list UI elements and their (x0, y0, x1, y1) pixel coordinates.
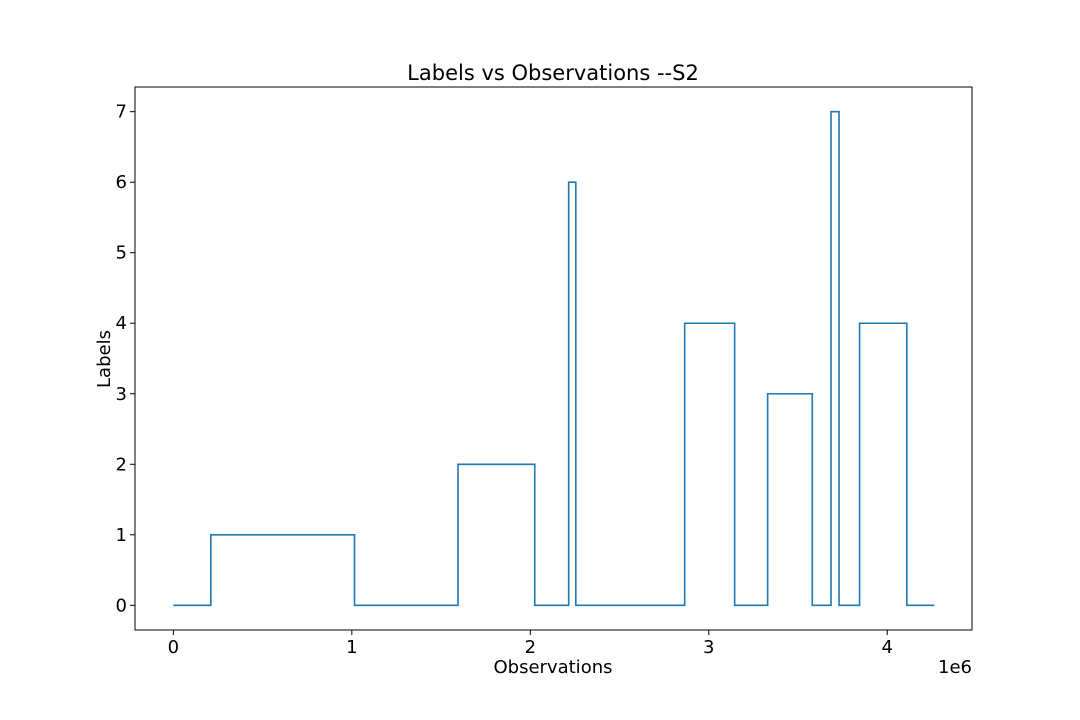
y-tick-label: 7 (116, 102, 127, 123)
x-axis-label: Observations (494, 657, 613, 678)
x-tick-label: 1 (346, 637, 357, 658)
y-axis-label: Labels (94, 330, 115, 388)
chart-title: Labels vs Observations --S2 (407, 61, 699, 85)
axes-frame (134, 86, 973, 631)
y-tick-label: 3 (116, 384, 127, 405)
x-tick-label: 3 (703, 637, 714, 658)
x-tick-label: 0 (168, 637, 179, 658)
series-line-0 (173, 110, 935, 607)
plot-area (134, 86, 973, 631)
y-tick-label: 6 (116, 172, 127, 193)
x-axis-ticks: 0 1 2 3 4 (168, 630, 893, 658)
y-tick-label: 5 (116, 243, 127, 264)
y-tick-label: 4 (116, 313, 127, 334)
y-tick-label: 1 (116, 525, 127, 546)
x-tick-label: 2 (525, 637, 536, 658)
series-layer (173, 110, 935, 607)
y-tick-label: 0 (116, 595, 127, 616)
y-axis-ticks: 0 1 2 3 4 5 6 7 (116, 102, 135, 616)
x-axis-offset-label: 1e6 (938, 657, 972, 678)
x-tick-label: 4 (882, 637, 893, 658)
y-tick-label: 2 (116, 454, 127, 475)
